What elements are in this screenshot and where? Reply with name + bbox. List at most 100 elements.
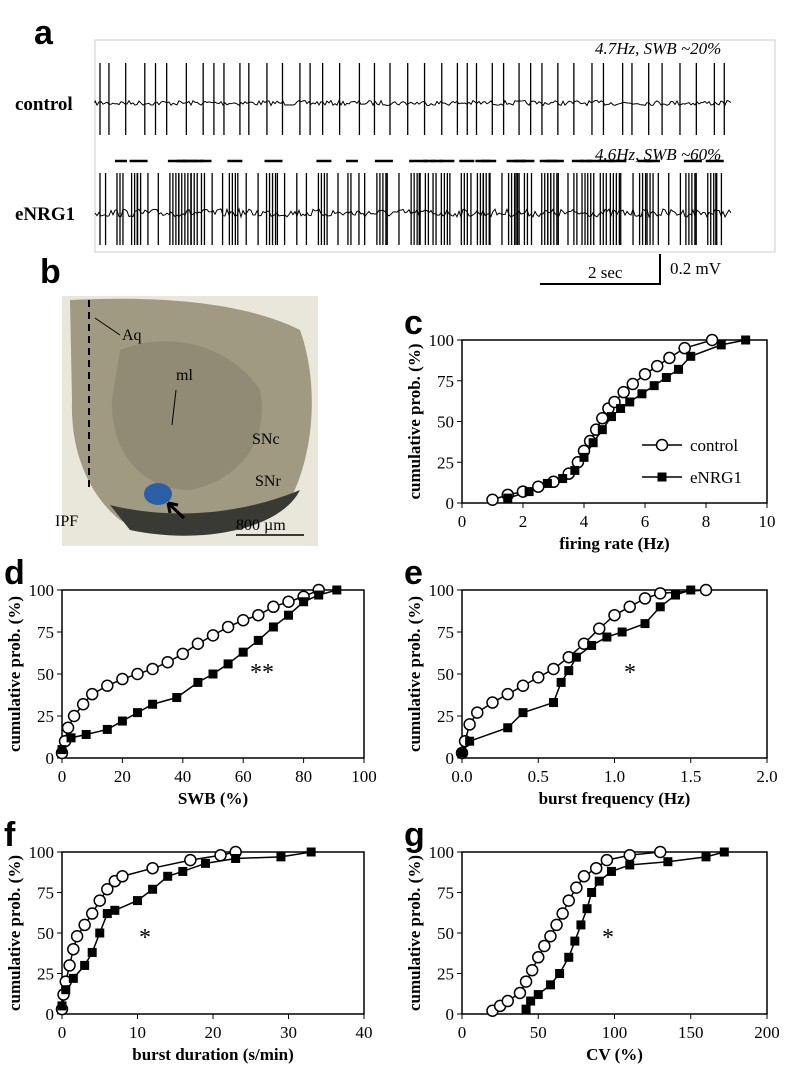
x-tick-label: 0.0	[451, 767, 472, 786]
x-tick-label: 2	[519, 512, 528, 531]
x-tick-label: 100	[351, 767, 377, 786]
point	[525, 964, 539, 977]
point	[661, 372, 671, 382]
histology	[62, 296, 318, 546]
point	[80, 960, 90, 970]
point	[95, 928, 105, 938]
y-axis-label: cumulative prob. (%)	[5, 855, 24, 1011]
point	[616, 403, 626, 413]
x-axis-label: firing rate (Hz)	[559, 534, 669, 553]
x-tick-label: 8	[702, 512, 711, 531]
x-tick-label: 20	[114, 767, 131, 786]
point	[457, 748, 467, 758]
point	[623, 848, 636, 862]
legend-marker	[655, 438, 669, 452]
point	[70, 929, 84, 943]
point	[577, 870, 591, 883]
y-tick-label: 25	[37, 707, 54, 726]
x-tick-label: 10	[759, 512, 776, 531]
point	[556, 677, 566, 687]
point	[589, 861, 603, 875]
y-axis-label: cumulative prob. (%)	[405, 596, 424, 752]
point	[547, 662, 560, 676]
point	[654, 845, 667, 859]
y-axis-label: cumulative prob. (%)	[405, 344, 424, 500]
y-tick-label: 0	[446, 1005, 455, 1024]
region: SNr	[255, 473, 281, 490]
y-tick-label: 75	[37, 623, 54, 642]
point	[81, 729, 91, 739]
dye	[144, 483, 172, 505]
point	[650, 359, 664, 373]
row-note: 4.6Hz, SWB ~60%	[595, 145, 721, 164]
trace	[94, 99, 732, 107]
point	[314, 590, 324, 600]
point	[306, 847, 316, 857]
point	[640, 619, 650, 629]
point	[521, 1004, 531, 1014]
point	[518, 708, 528, 718]
point	[564, 666, 574, 676]
point	[178, 866, 188, 876]
point	[741, 335, 751, 345]
point	[570, 881, 583, 894]
point	[116, 672, 129, 686]
point	[626, 377, 640, 391]
point	[176, 647, 190, 661]
point	[110, 905, 120, 915]
point	[172, 693, 182, 703]
tissue	[110, 490, 300, 536]
x-tick-label: 60	[235, 767, 252, 786]
point	[705, 333, 719, 347]
point	[538, 939, 551, 953]
point	[61, 721, 75, 735]
point	[146, 861, 159, 875]
point	[701, 852, 711, 862]
point	[625, 397, 635, 407]
y-tick-label: 100	[29, 843, 55, 862]
line	[61, 851, 236, 1010]
y-tick-label: 25	[437, 707, 454, 726]
x-tick-label: 0	[58, 1023, 67, 1042]
point	[57, 745, 67, 755]
y-tick-label: 0	[446, 494, 455, 513]
point	[542, 478, 552, 488]
point	[223, 659, 233, 669]
point	[663, 351, 676, 365]
plot-frame	[61, 851, 365, 1015]
point	[617, 385, 630, 399]
point	[638, 367, 652, 381]
point	[148, 699, 158, 709]
point	[597, 425, 607, 435]
region: SNc	[252, 431, 280, 448]
point	[276, 852, 286, 862]
plot-frame	[461, 851, 768, 1015]
point	[236, 613, 250, 627]
x-axis-label: burst frequency (Hz)	[539, 789, 691, 808]
point	[161, 655, 174, 669]
legend-label: control	[690, 436, 738, 455]
point	[253, 635, 263, 645]
point	[463, 718, 476, 731]
annotation: **	[250, 660, 274, 686]
point	[570, 465, 580, 475]
y-axis-label: cumulative prob. (%)	[405, 855, 424, 1011]
point	[76, 697, 90, 711]
point	[544, 929, 557, 943]
x-tick-label: 30	[280, 1023, 297, 1042]
point	[532, 671, 545, 684]
point	[133, 896, 142, 906]
point	[606, 866, 616, 876]
point	[214, 848, 227, 862]
x-tick-label: 0	[458, 1023, 467, 1042]
point	[67, 709, 81, 723]
pointer	[171, 389, 177, 426]
point	[532, 951, 545, 964]
point	[221, 620, 235, 634]
scale-label: 2 sec	[588, 263, 623, 282]
y-tick-label: 50	[437, 413, 454, 432]
region: IPF	[55, 513, 78, 530]
line	[461, 589, 691, 754]
arrow	[166, 501, 186, 520]
point	[133, 708, 142, 718]
